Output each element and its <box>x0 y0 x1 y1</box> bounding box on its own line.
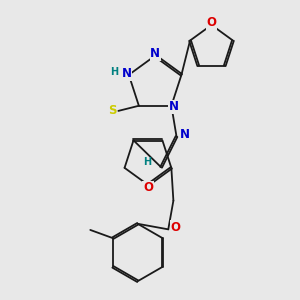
Text: O: O <box>143 182 153 194</box>
Text: O: O <box>206 16 217 29</box>
Text: H: H <box>110 67 118 77</box>
Text: S: S <box>108 104 116 117</box>
Text: N: N <box>150 47 160 60</box>
Text: N: N <box>122 67 132 80</box>
Text: H: H <box>143 157 151 167</box>
Text: N: N <box>180 128 190 141</box>
Text: N: N <box>168 100 178 113</box>
Text: O: O <box>170 221 180 234</box>
